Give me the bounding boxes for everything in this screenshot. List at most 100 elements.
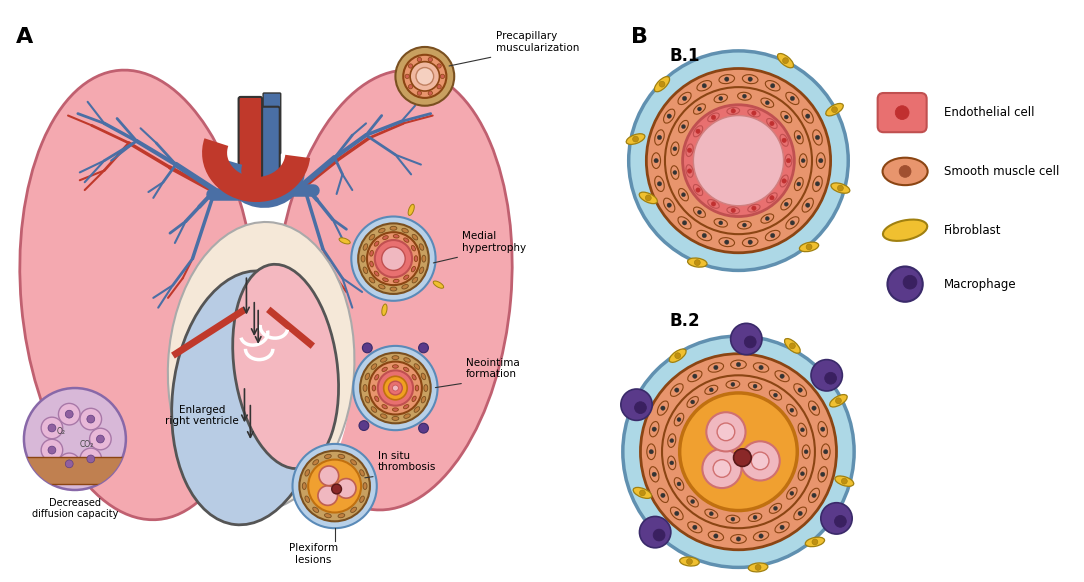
Text: Plexiform
lesions: Plexiform lesions: [288, 543, 337, 565]
Circle shape: [673, 147, 676, 151]
Circle shape: [633, 136, 638, 142]
Ellipse shape: [686, 165, 693, 178]
Circle shape: [65, 460, 73, 468]
Ellipse shape: [883, 219, 927, 241]
Text: Medial
hypertrophy: Medial hypertrophy: [462, 231, 526, 253]
Circle shape: [709, 512, 713, 516]
Ellipse shape: [233, 264, 338, 469]
FancyBboxPatch shape: [878, 93, 927, 132]
Circle shape: [743, 94, 747, 98]
Ellipse shape: [785, 154, 792, 167]
Ellipse shape: [809, 401, 820, 416]
Ellipse shape: [649, 421, 659, 437]
Ellipse shape: [324, 514, 332, 518]
Ellipse shape: [171, 271, 325, 525]
Circle shape: [367, 232, 420, 285]
Circle shape: [87, 455, 94, 463]
Text: Fibroblast: Fibroblast: [944, 223, 1002, 237]
Ellipse shape: [375, 396, 378, 402]
Ellipse shape: [424, 385, 428, 392]
Text: In situ
thrombosis: In situ thrombosis: [377, 450, 436, 473]
Text: O₂: O₂: [56, 427, 66, 436]
Ellipse shape: [737, 221, 751, 229]
Circle shape: [48, 424, 56, 432]
Circle shape: [693, 525, 697, 530]
Ellipse shape: [382, 304, 387, 315]
Circle shape: [634, 402, 646, 414]
Circle shape: [646, 69, 830, 253]
Circle shape: [748, 77, 752, 81]
Circle shape: [821, 427, 825, 431]
Ellipse shape: [766, 193, 777, 203]
Ellipse shape: [708, 363, 723, 372]
Circle shape: [838, 185, 843, 191]
Ellipse shape: [412, 396, 416, 402]
Ellipse shape: [822, 444, 830, 460]
Ellipse shape: [786, 217, 799, 229]
Circle shape: [65, 410, 73, 418]
Ellipse shape: [402, 228, 409, 233]
Circle shape: [770, 196, 774, 200]
Circle shape: [695, 260, 700, 265]
Ellipse shape: [380, 358, 387, 362]
Circle shape: [299, 451, 370, 521]
Ellipse shape: [420, 244, 424, 250]
Circle shape: [812, 406, 816, 410]
Ellipse shape: [178, 265, 350, 510]
Ellipse shape: [678, 217, 692, 229]
Circle shape: [811, 360, 842, 391]
Ellipse shape: [338, 455, 345, 459]
Circle shape: [756, 565, 761, 570]
Circle shape: [683, 221, 686, 225]
Ellipse shape: [350, 460, 357, 465]
Ellipse shape: [647, 444, 656, 460]
Ellipse shape: [20, 70, 257, 520]
Circle shape: [396, 47, 454, 106]
Ellipse shape: [378, 285, 385, 289]
Circle shape: [731, 382, 735, 386]
Circle shape: [87, 415, 94, 423]
Circle shape: [392, 385, 398, 391]
Ellipse shape: [378, 228, 385, 233]
Ellipse shape: [679, 120, 688, 133]
Ellipse shape: [372, 385, 375, 391]
Ellipse shape: [831, 183, 850, 193]
Ellipse shape: [726, 381, 739, 388]
Ellipse shape: [719, 237, 735, 247]
Ellipse shape: [374, 241, 379, 246]
Ellipse shape: [694, 184, 702, 196]
Ellipse shape: [402, 285, 409, 289]
Circle shape: [418, 343, 428, 353]
Circle shape: [428, 58, 433, 62]
Ellipse shape: [882, 158, 928, 185]
Circle shape: [293, 444, 377, 528]
Circle shape: [654, 529, 664, 541]
Circle shape: [702, 233, 707, 237]
Circle shape: [734, 449, 751, 466]
Ellipse shape: [302, 482, 306, 489]
Circle shape: [835, 516, 847, 527]
Circle shape: [308, 460, 361, 513]
Circle shape: [90, 428, 112, 450]
Ellipse shape: [743, 74, 758, 84]
Circle shape: [751, 452, 769, 470]
Ellipse shape: [787, 404, 797, 416]
Ellipse shape: [670, 384, 683, 396]
Circle shape: [653, 472, 657, 477]
Ellipse shape: [727, 108, 739, 115]
Circle shape: [812, 539, 817, 545]
Circle shape: [41, 417, 63, 439]
Circle shape: [753, 515, 757, 519]
Circle shape: [369, 361, 422, 414]
Ellipse shape: [687, 396, 698, 407]
Ellipse shape: [627, 134, 645, 144]
Circle shape: [678, 482, 681, 486]
Ellipse shape: [687, 258, 707, 267]
Circle shape: [774, 393, 777, 397]
Circle shape: [783, 58, 788, 63]
Ellipse shape: [411, 246, 415, 251]
Circle shape: [682, 125, 685, 129]
Ellipse shape: [382, 404, 387, 409]
Ellipse shape: [409, 204, 414, 215]
Ellipse shape: [363, 385, 367, 392]
